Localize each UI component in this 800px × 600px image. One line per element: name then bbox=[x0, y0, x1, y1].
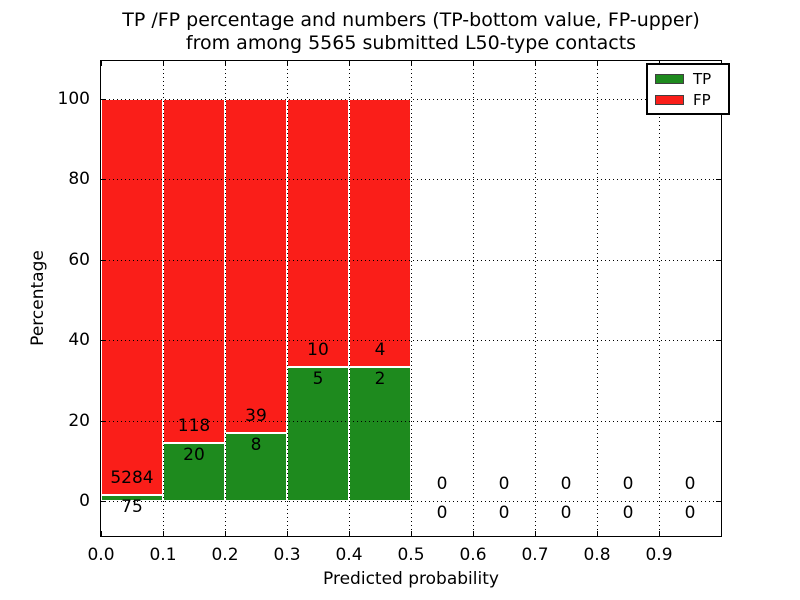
plot-area: 5284 75 118 20 39 8 10 5 4 2 0 0 0 0 0 0 0 0 0 0 TP FP bbox=[100, 60, 730, 537]
x-tick-label: 0.3 bbox=[273, 545, 301, 565]
legend-entry-tp: TP bbox=[655, 71, 721, 87]
bar-fp-segment bbox=[287, 99, 349, 367]
x-tick-label: 0.9 bbox=[645, 545, 673, 565]
y-tick-label: 40 bbox=[68, 330, 90, 351]
x-tick-label: 0.1 bbox=[149, 545, 177, 565]
tp-count-label: 75 bbox=[121, 497, 143, 518]
chart-title-line1: TP /FP percentage and numbers (TP-bottom… bbox=[122, 9, 700, 31]
tp-count-label: 0 bbox=[560, 503, 572, 523]
tp-count-label: 20 bbox=[183, 444, 205, 465]
tp-count-label: 0 bbox=[436, 503, 448, 523]
x-tick-label: 0.5 bbox=[397, 545, 425, 565]
bar-tp-segment bbox=[349, 367, 411, 501]
x-tick-top bbox=[597, 61, 598, 66]
y-tick-left bbox=[101, 179, 106, 180]
gridline-vertical bbox=[597, 61, 598, 536]
tp-count-label: 0 bbox=[684, 503, 696, 523]
gridline-vertical bbox=[411, 61, 412, 536]
y-tick-right bbox=[716, 421, 721, 422]
chart-title-line2: from among 5565 submitted L50-type conta… bbox=[185, 32, 637, 54]
x-tick-top bbox=[101, 61, 102, 66]
x-tick-bottom bbox=[349, 531, 350, 536]
bar-tp-segment bbox=[287, 367, 349, 501]
x-tick-bottom bbox=[597, 531, 598, 536]
y-tick-left bbox=[101, 260, 106, 261]
legend-label-tp: TP bbox=[693, 70, 712, 88]
gridline-vertical bbox=[473, 61, 474, 536]
x-tick-label: 0.6 bbox=[459, 545, 487, 565]
legend-swatch-fp-icon bbox=[655, 95, 684, 105]
gridline-vertical bbox=[225, 61, 226, 536]
x-tick-bottom bbox=[473, 531, 474, 536]
fp-count-label: 39 bbox=[245, 405, 267, 426]
legend: TP FP bbox=[646, 63, 730, 115]
bar-fp-segment bbox=[349, 99, 411, 367]
y-tick-left bbox=[101, 501, 106, 502]
y-tick-left bbox=[101, 99, 106, 100]
y-tick-label: 60 bbox=[68, 249, 90, 270]
tp-count-label: 0 bbox=[498, 503, 510, 523]
x-tick-top bbox=[349, 61, 350, 66]
fp-count-label: 0 bbox=[560, 474, 572, 494]
x-tick-label: 0.2 bbox=[211, 545, 239, 565]
y-tick-label: 20 bbox=[68, 410, 90, 431]
gridline-vertical bbox=[163, 61, 164, 536]
fp-count-label: 4 bbox=[374, 340, 386, 360]
x-axis-label: Predicted probability bbox=[323, 569, 499, 589]
x-tick-top bbox=[225, 61, 226, 66]
legend-label-fp: FP bbox=[693, 91, 711, 109]
fp-count-label: 0 bbox=[436, 474, 448, 494]
bar-fp-segment bbox=[225, 99, 287, 433]
gridline-vertical bbox=[659, 61, 660, 536]
x-tick-bottom bbox=[659, 531, 660, 536]
x-tick-top bbox=[163, 61, 164, 66]
x-tick-top bbox=[535, 61, 536, 66]
gridline-vertical bbox=[287, 61, 288, 536]
x-tick-label: 0.0 bbox=[87, 545, 115, 565]
bar-tp-segment bbox=[163, 442, 225, 501]
tp-count-label: 2 bbox=[374, 369, 386, 389]
fp-count-label: 10 bbox=[307, 340, 329, 360]
x-tick-bottom bbox=[163, 531, 164, 536]
bar-tp-segment bbox=[101, 495, 163, 501]
y-tick-right bbox=[716, 260, 721, 261]
x-tick-label: 0.4 bbox=[335, 545, 363, 565]
fp-count-label: 5284 bbox=[110, 468, 154, 489]
y-tick-right bbox=[716, 501, 721, 502]
y-tick-left bbox=[101, 340, 106, 341]
legend-entry-fp: FP bbox=[655, 92, 721, 108]
chart-title: TP /FP percentage and numbers (TP-bottom… bbox=[89, 9, 733, 55]
tp-count-label: 8 bbox=[250, 434, 262, 455]
y-tick-right bbox=[716, 340, 721, 341]
x-tick-bottom bbox=[287, 531, 288, 536]
fp-count-label: 0 bbox=[684, 474, 696, 494]
tp-count-label: 0 bbox=[622, 503, 634, 523]
y-tick-left bbox=[101, 421, 106, 422]
gridline-vertical bbox=[535, 61, 536, 536]
fp-count-label: 0 bbox=[498, 474, 510, 494]
y-tick-label: 100 bbox=[57, 89, 90, 109]
bar-fp-segment bbox=[163, 99, 225, 443]
y-tick-right bbox=[716, 179, 721, 180]
fp-count-label: 0 bbox=[622, 474, 634, 494]
x-tick-bottom bbox=[101, 531, 102, 536]
tp-count-label: 5 bbox=[312, 369, 324, 389]
x-tick-label: 0.7 bbox=[521, 545, 549, 565]
bar-fp-segment bbox=[101, 99, 163, 496]
y-tick-label: 80 bbox=[68, 169, 90, 190]
x-tick-bottom bbox=[535, 531, 536, 536]
x-tick-top bbox=[473, 61, 474, 66]
y-tick-label: 0 bbox=[79, 491, 90, 511]
x-tick-label: 0.8 bbox=[583, 545, 611, 565]
x-tick-top bbox=[411, 61, 412, 66]
legend-swatch-tp-icon bbox=[655, 74, 684, 84]
x-tick-bottom bbox=[225, 531, 226, 536]
x-tick-bottom bbox=[411, 531, 412, 536]
x-tick-top bbox=[287, 61, 288, 66]
gridline-vertical bbox=[349, 61, 350, 536]
fp-count-label: 118 bbox=[177, 415, 211, 436]
